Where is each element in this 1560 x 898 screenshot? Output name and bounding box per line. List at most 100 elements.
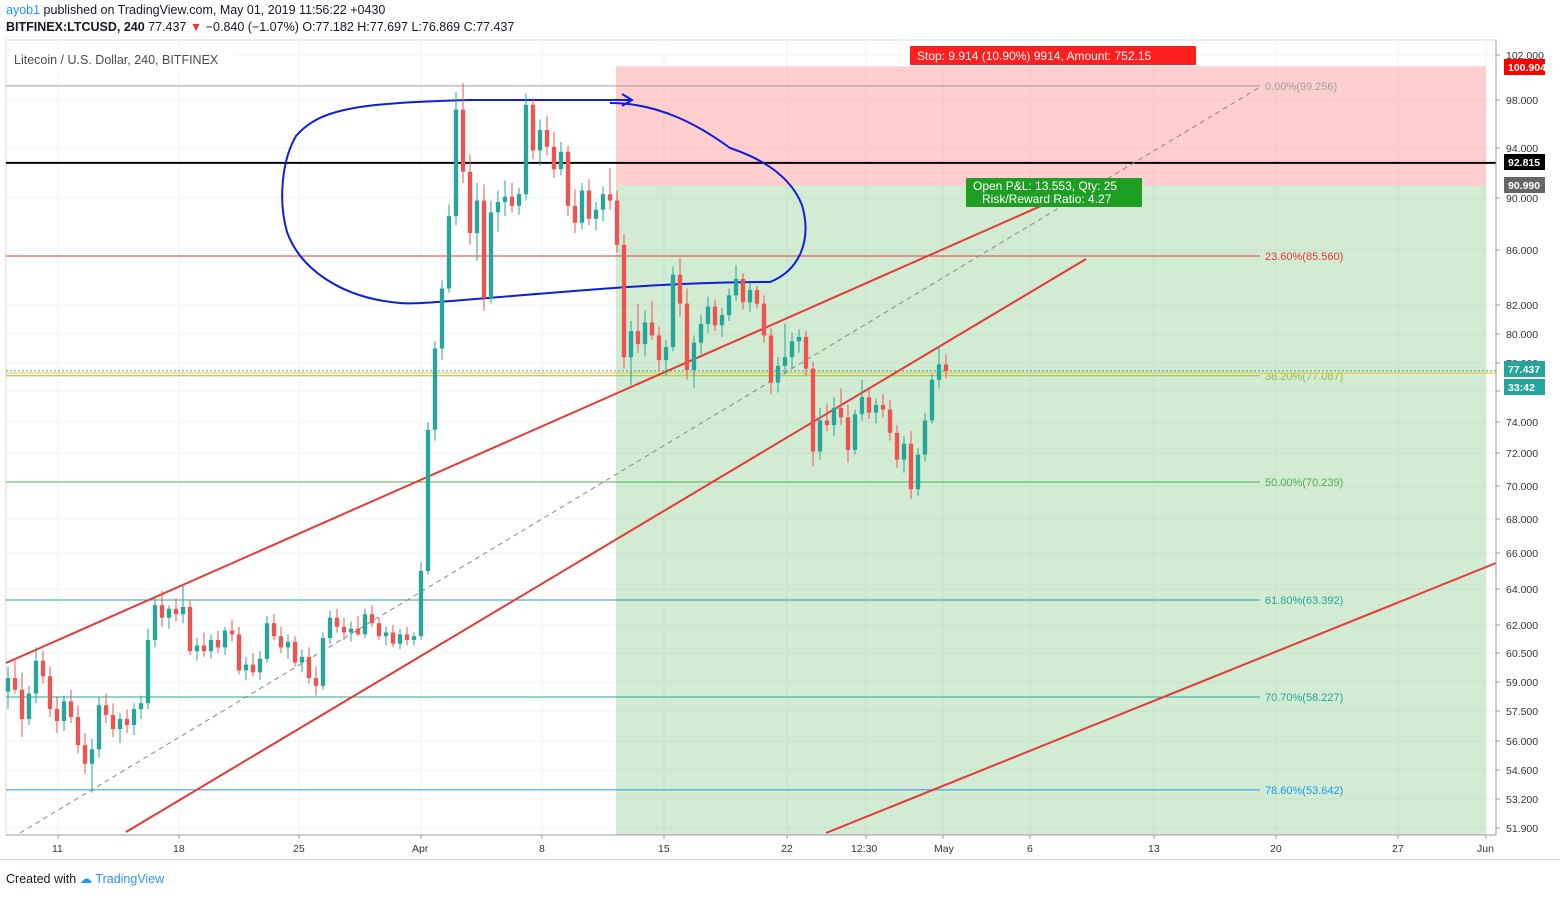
- candle-body: [306, 656, 312, 679]
- candle-body: [40, 660, 46, 677]
- candle-body: [649, 322, 655, 336]
- candle-body: [943, 364, 949, 372]
- candle-body: [145, 639, 151, 704]
- candle-body: [838, 408, 844, 418]
- candle-body: [411, 636, 417, 640]
- channel-upper-line: [5, 182, 1094, 664]
- stop-info-box: [910, 46, 1196, 65]
- x-tick-label: 18: [173, 843, 185, 855]
- footer-divider: [0, 859, 1560, 860]
- y-tick-label: 68.000: [1506, 514, 1538, 526]
- candle-body: [607, 194, 613, 201]
- x-tick-label: 12:30: [851, 843, 877, 855]
- down-arrow-icon: ▼: [189, 20, 203, 34]
- fib-trend-line: [19, 86, 1261, 834]
- price-tag: [1504, 379, 1545, 395]
- candle-body: [425, 429, 431, 571]
- y-tick-label: 53.200: [1506, 794, 1538, 806]
- y-tick-label: 54.600: [1506, 765, 1538, 777]
- candle-body: [775, 365, 781, 383]
- fib-level-label: 70.70%(58.227): [1265, 692, 1343, 704]
- candle-body: [887, 409, 893, 433]
- y-tick-label: 74.000: [1506, 417, 1538, 429]
- tradingview-logo-icon[interactable]: ☁: [79, 872, 93, 886]
- candle-body: [404, 634, 410, 640]
- candle-body: [733, 278, 739, 296]
- stop-loss-zone: [616, 66, 1486, 186]
- candle-body: [194, 645, 200, 652]
- price-tag-label: 100.904: [1508, 62, 1546, 74]
- chart-title-bg: [9, 50, 234, 70]
- candle-body: [341, 626, 347, 633]
- candle-body: [572, 205, 578, 223]
- y-tick-label: 72.000: [1506, 448, 1538, 460]
- candle-body: [929, 379, 935, 421]
- candle-body: [243, 664, 249, 671]
- candle-body: [152, 605, 158, 640]
- candle-body: [852, 414, 858, 450]
- y-tick-label: 51.900: [1506, 823, 1538, 835]
- candle-body: [558, 151, 564, 170]
- candle-body: [68, 701, 74, 717]
- price-tag: [1504, 59, 1545, 75]
- candle-body: [96, 705, 102, 750]
- candle-body: [285, 641, 291, 648]
- candle-body: [180, 607, 186, 615]
- x-tick-label: 27: [1392, 843, 1404, 855]
- y-tick-label: 59.000: [1506, 677, 1538, 689]
- price-tag-label: 33:42: [1508, 382, 1535, 394]
- price-tag: [1504, 177, 1545, 193]
- candle-body: [75, 717, 81, 746]
- fib-level-label: 61.80%(63.392): [1265, 595, 1343, 607]
- candle-body: [292, 641, 298, 663]
- candle-body: [320, 638, 326, 686]
- candle-body: [348, 628, 354, 633]
- symbol-info: BITFINEX:LTCUSD, 240 77.437 ▼ −0.840 (−1…: [6, 19, 1546, 36]
- candle-body: [271, 623, 277, 637]
- candle-body: [817, 420, 823, 452]
- candle-body: [642, 322, 648, 345]
- candle-body: [159, 605, 165, 618]
- x-tick-label: 13: [1148, 843, 1160, 855]
- author-link[interactable]: ayob1: [6, 3, 41, 17]
- candle-body: [796, 336, 802, 342]
- y-tick-label: 86.000: [1506, 245, 1538, 257]
- candle-body: [208, 639, 214, 652]
- candle-body: [187, 607, 193, 652]
- candle-body: [747, 289, 753, 303]
- candle-body: [33, 660, 39, 694]
- candle-body: [789, 341, 795, 358]
- hand-drawn-ellipse-right: [599, 102, 807, 290]
- y-tick-label: 90.000: [1506, 193, 1538, 205]
- candle-body: [628, 331, 634, 358]
- y-tick-label: 82.000: [1506, 300, 1538, 312]
- candle-body: [614, 200, 620, 245]
- candle-body: [551, 146, 557, 170]
- x-tick-label: 6: [1027, 843, 1033, 855]
- candle-body: [859, 397, 865, 415]
- candle-body: [593, 209, 599, 219]
- candle-body: [761, 303, 767, 336]
- candle-body: [201, 645, 207, 652]
- candle-body: [215, 639, 221, 648]
- y-tick-label: 60.500: [1506, 648, 1538, 660]
- candle-body: [117, 719, 123, 729]
- y-tick-label: 94.000: [1506, 143, 1538, 155]
- risk-reward-text: Risk/Reward Ratio: 4.27: [982, 192, 1112, 206]
- candle-body: [901, 443, 907, 460]
- candle-body: [460, 109, 466, 172]
- candle-body: [530, 104, 536, 151]
- candle-body: [355, 628, 361, 635]
- created-with-text: Created with: [6, 872, 80, 886]
- fib-level-label: 38.20%(77.087): [1265, 371, 1343, 383]
- candle-body: [922, 420, 928, 455]
- candle-body: [61, 701, 67, 721]
- candle-body: [495, 201, 501, 213]
- pnl-info-box: [966, 178, 1142, 207]
- candle-body: [54, 709, 60, 721]
- candle-body: [677, 274, 683, 304]
- candle-body: [537, 130, 543, 151]
- y-tick-label: 64.000: [1506, 584, 1538, 596]
- tradingview-link[interactable]: TradingView: [95, 872, 165, 886]
